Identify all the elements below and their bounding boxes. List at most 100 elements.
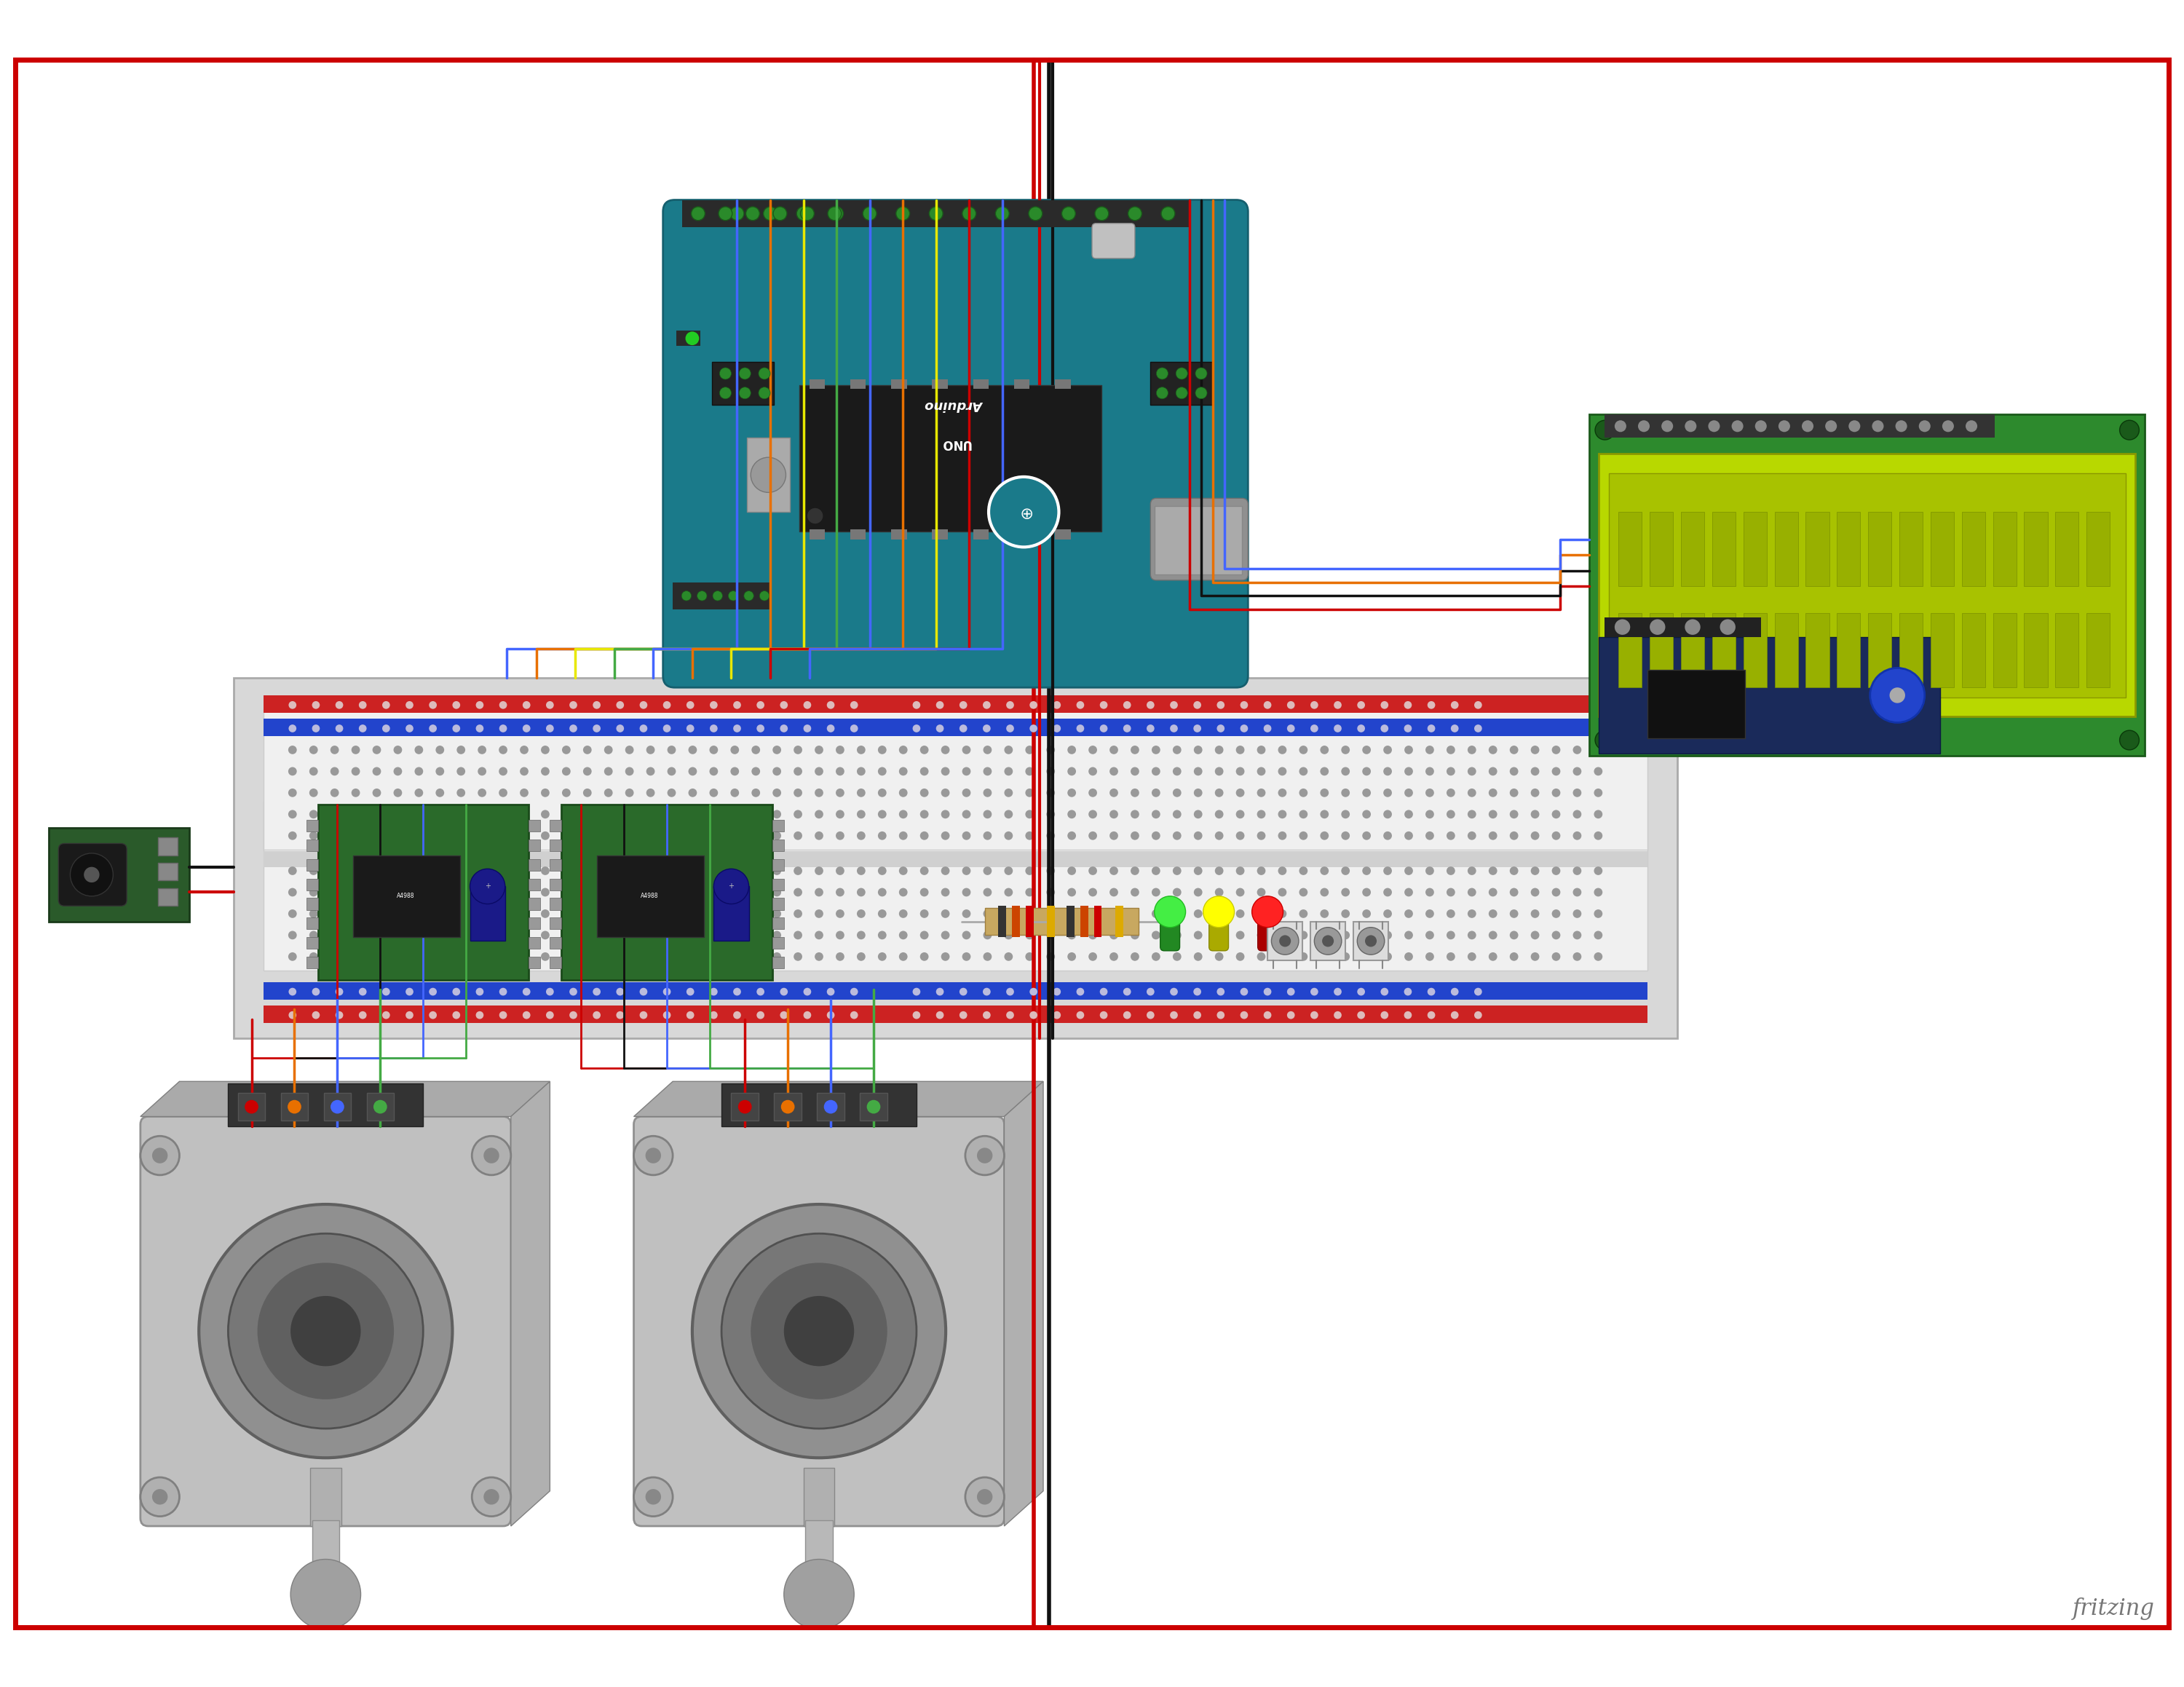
Circle shape: [605, 746, 614, 754]
Circle shape: [688, 832, 697, 840]
Circle shape: [751, 746, 760, 754]
Bar: [714, 886, 749, 941]
Circle shape: [1286, 989, 1295, 995]
Bar: [1013, 530, 1029, 540]
Circle shape: [965, 1135, 1005, 1176]
Circle shape: [428, 724, 437, 732]
Circle shape: [373, 768, 380, 776]
Circle shape: [1426, 909, 1435, 918]
Circle shape: [729, 953, 738, 962]
Circle shape: [1468, 746, 1476, 754]
Circle shape: [1299, 746, 1308, 754]
Circle shape: [1155, 368, 1168, 380]
Bar: [773, 936, 784, 948]
Circle shape: [784, 1296, 854, 1366]
Circle shape: [1572, 746, 1581, 754]
Circle shape: [546, 989, 555, 995]
Circle shape: [1778, 420, 1791, 432]
Circle shape: [1175, 386, 1188, 398]
Circle shape: [1310, 989, 1319, 995]
Circle shape: [1299, 810, 1308, 818]
Circle shape: [1382, 887, 1391, 896]
Circle shape: [435, 909, 443, 918]
Circle shape: [382, 989, 391, 995]
Circle shape: [1214, 810, 1223, 818]
Circle shape: [1258, 768, 1265, 776]
Bar: [681, 201, 847, 228]
Circle shape: [625, 953, 633, 962]
Circle shape: [919, 788, 928, 796]
Circle shape: [1363, 867, 1372, 876]
Circle shape: [1077, 1011, 1083, 1019]
Bar: [1011, 906, 1020, 936]
Circle shape: [828, 724, 834, 732]
Circle shape: [406, 1011, 413, 1019]
Circle shape: [773, 768, 782, 776]
Circle shape: [1278, 746, 1286, 754]
Circle shape: [1258, 832, 1265, 840]
Circle shape: [288, 746, 297, 754]
Circle shape: [836, 953, 845, 962]
Circle shape: [1572, 953, 1581, 962]
Circle shape: [1192, 724, 1201, 732]
Circle shape: [330, 1100, 345, 1113]
Circle shape: [1173, 746, 1182, 754]
Circle shape: [605, 931, 614, 940]
Circle shape: [793, 788, 802, 796]
Circle shape: [1365, 935, 1376, 946]
Circle shape: [688, 788, 697, 796]
Circle shape: [1614, 619, 1629, 634]
Circle shape: [1489, 832, 1498, 840]
Circle shape: [1426, 746, 1435, 754]
Circle shape: [640, 702, 646, 709]
Circle shape: [616, 1011, 625, 1019]
Circle shape: [714, 869, 749, 904]
Circle shape: [1966, 420, 1977, 432]
Circle shape: [1446, 746, 1455, 754]
Circle shape: [520, 810, 529, 818]
Circle shape: [1802, 420, 1813, 432]
Circle shape: [1068, 931, 1077, 940]
Circle shape: [1356, 1011, 1365, 1019]
Circle shape: [729, 867, 738, 876]
Circle shape: [456, 768, 465, 776]
Bar: [1992, 614, 2016, 688]
Circle shape: [1553, 887, 1559, 896]
Circle shape: [605, 887, 614, 896]
Circle shape: [734, 989, 740, 995]
Circle shape: [747, 208, 760, 221]
Bar: [747, 439, 791, 511]
Circle shape: [1363, 810, 1372, 818]
Circle shape: [1109, 909, 1118, 918]
Circle shape: [1251, 896, 1282, 928]
Circle shape: [1192, 702, 1201, 709]
Circle shape: [1265, 702, 1271, 709]
Bar: [721, 1083, 917, 1127]
Circle shape: [288, 702, 297, 709]
Circle shape: [692, 208, 705, 221]
Circle shape: [1171, 702, 1177, 709]
Circle shape: [1068, 867, 1077, 876]
Bar: [1773, 511, 1797, 585]
Circle shape: [900, 909, 909, 918]
Circle shape: [1363, 746, 1372, 754]
Bar: [810, 380, 826, 390]
Circle shape: [850, 702, 858, 709]
Circle shape: [983, 702, 992, 709]
Circle shape: [478, 887, 487, 896]
Circle shape: [1147, 702, 1155, 709]
Bar: [1618, 511, 1642, 585]
Circle shape: [1920, 420, 1931, 432]
Circle shape: [1404, 746, 1413, 754]
Bar: [306, 879, 319, 891]
Circle shape: [773, 931, 782, 940]
Circle shape: [668, 887, 675, 896]
Circle shape: [836, 867, 845, 876]
Circle shape: [1382, 909, 1391, 918]
Circle shape: [804, 702, 810, 709]
Circle shape: [1356, 928, 1385, 955]
Bar: [1599, 454, 2136, 717]
Circle shape: [1088, 810, 1096, 818]
Circle shape: [456, 867, 465, 876]
Circle shape: [850, 724, 858, 732]
